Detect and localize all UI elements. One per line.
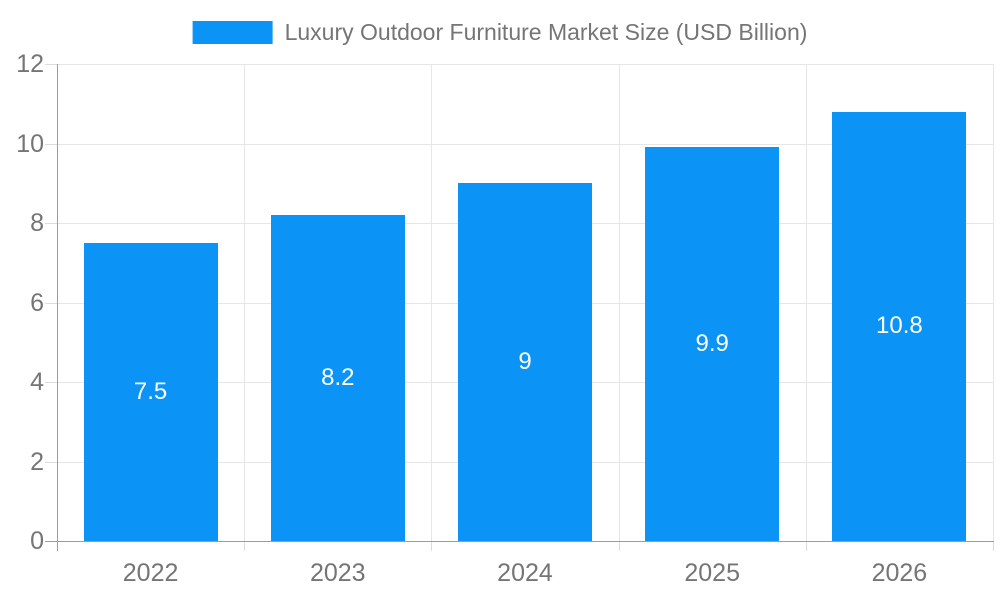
gridline-vertical xyxy=(244,64,246,541)
gridline-vertical xyxy=(431,64,433,541)
x-axis-tick-label: 2022 xyxy=(122,559,179,587)
y-axis-line xyxy=(57,64,58,541)
gridline-vertical xyxy=(618,64,620,541)
legend-swatch xyxy=(192,21,273,44)
x-axis-tick xyxy=(805,541,807,551)
bar-value-label: 10.8 xyxy=(876,312,923,340)
y-axis-tick-label: 2 xyxy=(30,447,44,476)
y-axis-tick xyxy=(45,64,57,65)
y-axis-tick xyxy=(45,143,57,145)
x-axis-tick xyxy=(244,541,246,551)
x-axis-line xyxy=(57,541,994,542)
y-axis-tick xyxy=(45,223,57,224)
x-axis-tick xyxy=(618,541,620,551)
x-axis-tick xyxy=(431,541,433,551)
y-axis-tick-label: 4 xyxy=(30,368,44,396)
bar-value-label: 8.2 xyxy=(321,364,355,392)
x-axis-tick-label: 2024 xyxy=(497,559,553,587)
y-axis-tick xyxy=(45,302,57,304)
y-axis-tick-label: 0 xyxy=(30,527,44,555)
bar-2026[interactable] xyxy=(832,111,967,541)
chart-legend: Luxury Outdoor Furniture Market Size (US… xyxy=(192,19,808,46)
y-axis-tick-label: 12 xyxy=(16,50,44,78)
bar-value-label: 9.9 xyxy=(695,330,729,358)
bar-2025[interactable] xyxy=(645,147,780,541)
legend-label: Luxury Outdoor Furniture Market Size (US… xyxy=(284,19,808,45)
x-axis-tick-label: 2025 xyxy=(684,559,740,587)
gridline-horizontal xyxy=(57,64,993,65)
x-axis-tick-label: 2023 xyxy=(309,559,366,587)
y-axis-tick xyxy=(45,541,57,542)
x-axis-tick xyxy=(993,541,994,551)
bar-2024[interactable] xyxy=(458,183,592,541)
bar-2023[interactable] xyxy=(270,215,405,541)
bar-value-label: 7.5 xyxy=(133,377,168,405)
y-axis-tick-label: 6 xyxy=(30,288,44,317)
x-axis-tick xyxy=(57,541,58,551)
bar-2022[interactable] xyxy=(83,242,218,541)
y-axis-tick-label: 10 xyxy=(16,129,44,158)
gridline-horizontal xyxy=(57,143,993,145)
y-axis-tick xyxy=(45,461,57,463)
y-axis-tick-label: 8 xyxy=(30,209,44,237)
x-axis-tick-label: 2026 xyxy=(871,559,928,587)
gridline-vertical xyxy=(993,64,994,541)
gridline-vertical xyxy=(805,64,807,541)
y-axis-tick xyxy=(45,382,57,383)
bar-value-label: 9 xyxy=(518,348,532,376)
